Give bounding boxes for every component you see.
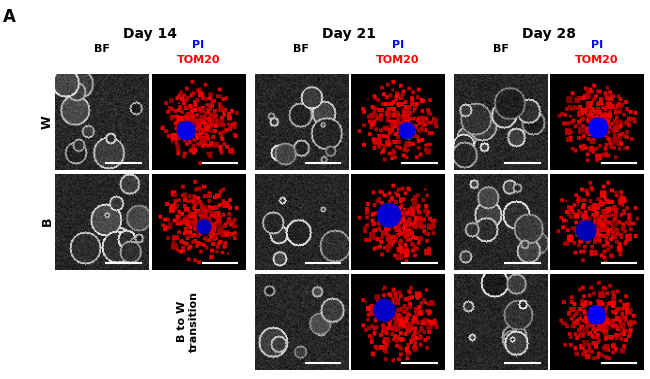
Text: PI: PI	[391, 40, 404, 50]
Text: BF: BF	[493, 44, 508, 53]
Text: BF: BF	[293, 44, 309, 53]
Text: TOM20: TOM20	[376, 55, 419, 65]
Text: BF: BF	[94, 44, 110, 53]
Text: B: B	[40, 217, 53, 227]
Text: PI: PI	[591, 40, 603, 50]
Text: TOM20: TOM20	[177, 55, 220, 65]
Text: Day 14: Day 14	[123, 27, 177, 41]
Text: A: A	[3, 8, 16, 25]
Text: TOM20: TOM20	[575, 55, 619, 65]
Text: PI: PI	[192, 40, 204, 50]
Text: Day 28: Day 28	[522, 27, 576, 41]
Text: B to W
transition: B to W transition	[177, 291, 199, 352]
Text: Day 21: Day 21	[322, 27, 376, 41]
Text: W: W	[40, 115, 53, 129]
